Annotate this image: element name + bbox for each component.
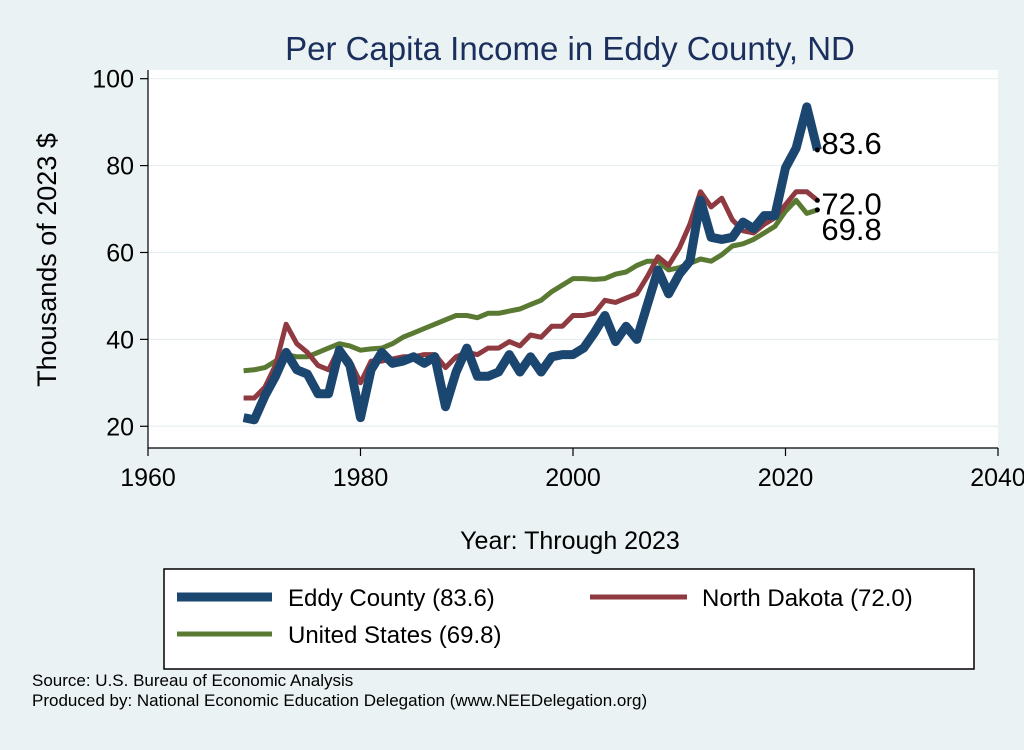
chart-title: Per Capita Income in Eddy County, ND bbox=[285, 30, 855, 67]
source-note: Source: U.S. Bureau of Economic Analysis bbox=[32, 671, 354, 690]
x-tick-label: 2000 bbox=[545, 464, 601, 492]
produced-by-note: Produced by: National Economic Education… bbox=[32, 691, 648, 710]
end-label-north-dakota: 72.0 bbox=[821, 186, 881, 221]
legend-label-united-states: United States (69.8) bbox=[288, 622, 501, 649]
x-tick-label: 1960 bbox=[120, 464, 176, 492]
end-label-eddy-county: 83.6 bbox=[821, 126, 881, 161]
legend-label-north-dakota: North Dakota (72.0) bbox=[702, 585, 913, 612]
grid-lines bbox=[148, 78, 998, 427]
x-tick-label: 2040 bbox=[970, 464, 1024, 492]
end-label-united-states: 69.8 bbox=[821, 212, 881, 247]
legend-label-eddy-county: Eddy County (83.6) bbox=[288, 585, 495, 612]
y-tick-label: 80 bbox=[106, 153, 134, 181]
series-lines bbox=[242, 102, 822, 425]
y-tick-label: 20 bbox=[106, 413, 134, 441]
y-tick-label: 60 bbox=[106, 239, 134, 267]
series-line-united-states bbox=[243, 197, 819, 374]
legend-box bbox=[163, 568, 975, 670]
x-tick-label: 1980 bbox=[333, 464, 389, 492]
legend: Eddy County (83.6) North Dakota (72.0) U… bbox=[163, 568, 975, 670]
y-axis-title: Thousands of 2023 $ bbox=[32, 133, 62, 387]
x-tick-label: 2020 bbox=[758, 464, 814, 492]
y-tick-label: 40 bbox=[106, 326, 134, 354]
end-labels: 83.6 72.069.8 bbox=[814, 126, 882, 247]
series-line-eddy-county bbox=[242, 102, 822, 425]
end-label-marker bbox=[814, 197, 820, 203]
y-tick-label: 100 bbox=[92, 66, 134, 94]
plot-area bbox=[148, 70, 998, 448]
end-label-marker bbox=[814, 207, 820, 213]
x-axis-title: Year: Through 2023 bbox=[460, 527, 680, 555]
end-label-marker bbox=[814, 147, 820, 153]
